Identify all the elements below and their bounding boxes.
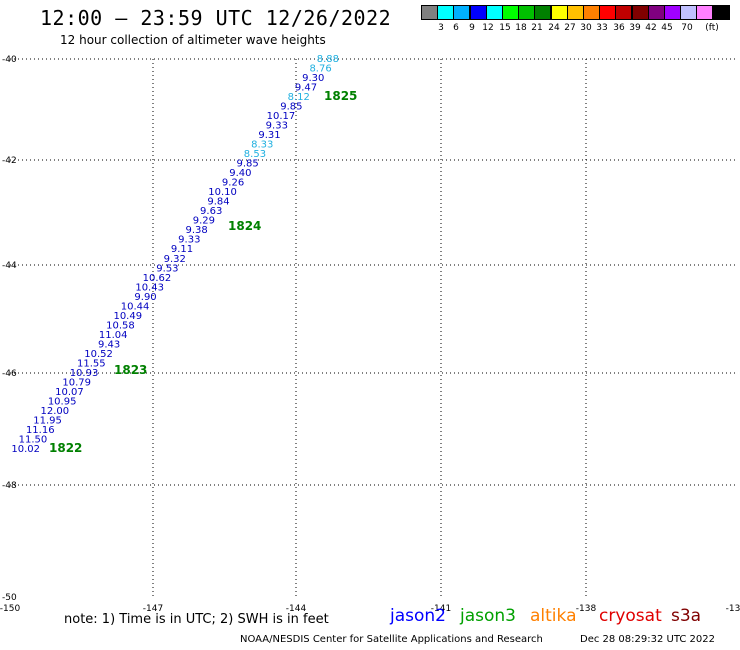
pass-label: 1823 — [114, 363, 147, 377]
axis-tick-labels: -150 -147 -144 -141 -138 -13 -40 -42 -44 -46 -48 -5… — [0, 55, 740, 614]
satellite-s3a: s3a — [671, 606, 702, 626]
wave-height-reading: 10.79 — [62, 377, 91, 388]
wave-height-reading: 8.33 — [251, 140, 273, 151]
longitude-tick: -144 — [286, 604, 307, 614]
legend-label: 9 — [469, 23, 475, 33]
wave-height-reading: 8.53 — [244, 149, 266, 160]
wave-height-reading: 9.40 — [229, 168, 251, 179]
pass-label: 1825 — [324, 89, 357, 103]
legend-label: 45 — [661, 23, 673, 33]
wave-height-reading: 9.90 — [134, 292, 156, 303]
legend-label: 33 — [596, 23, 608, 33]
wave-height-reading: 10.17 — [267, 111, 296, 122]
legend-label: 15 — [499, 23, 511, 33]
legend-label: 24 — [548, 23, 560, 33]
wave-height-reading: 9.29 — [193, 216, 215, 227]
wave-height-reading: 9.31 — [258, 130, 280, 141]
satellite-jason3: jason3 — [460, 606, 516, 626]
wave-height-reading: 10.44 — [121, 301, 150, 312]
wave-height-reading: 11.95 — [33, 415, 62, 426]
wave-height-reading: 9.85 — [280, 102, 302, 113]
pass-labels: 1825 1824 1823 1822 — [49, 89, 357, 455]
latitude-tick: -48 — [2, 481, 17, 491]
longitude-tick: -13 — [726, 604, 740, 614]
legend-label: 70 — [681, 23, 693, 33]
map-subtitle: 12 hour collection of altimeter wave hei… — [60, 33, 326, 47]
legend-label: 12 — [482, 23, 494, 33]
wave-height-reading: 9.30 — [302, 73, 324, 84]
map-title: 12:00 – 23:59 UTC 12/26/2022 — [40, 6, 392, 30]
wave-height-reading: 12.00 — [41, 406, 70, 417]
wave-height-reading: 10.62 — [143, 273, 172, 284]
longitude-tick: -141 — [431, 604, 451, 614]
latitude-tick: -46 — [2, 369, 17, 379]
wave-height-reading: 9.85 — [237, 159, 259, 170]
timestamp: Dec 28 08:29:32 UTC 2022 — [580, 634, 715, 645]
wave-height-reading: 9.43 — [98, 339, 120, 350]
wave-height-reading: 10.02 — [11, 444, 40, 455]
wave-height-reading: 8.12 — [288, 92, 310, 103]
legend-label: 18 — [515, 23, 527, 33]
wave-height-reading: 11.50 — [19, 434, 48, 445]
satellite-jason2: jason2 — [390, 606, 446, 626]
wave-height-reading: 10.43 — [135, 282, 164, 293]
longitude-tick: -147 — [143, 604, 163, 614]
legend-label: 39 — [629, 23, 641, 33]
wave-height-reading: 9.84 — [207, 197, 229, 208]
legend-swatch — [712, 5, 730, 20]
latitude-tick: -42 — [2, 156, 17, 166]
wave-height-reading: 9.53 — [156, 263, 178, 274]
grid-lines — [10, 58, 735, 597]
longitude-tick: -150 — [0, 604, 20, 614]
legend-label: 30 — [580, 23, 592, 33]
legend-label: 27 — [564, 23, 576, 33]
legend-label: 21 — [531, 23, 543, 33]
satellite-cryosat: cryosat — [599, 606, 662, 626]
wave-height-reading: 11.16 — [26, 425, 55, 436]
wave-height-reading: 9.11 — [171, 244, 193, 255]
wave-height-reading: 11.04 — [99, 330, 128, 341]
wave-height-reading: 10.95 — [48, 396, 77, 407]
latitude-tick: -50 — [2, 593, 17, 603]
satellite-altika: altika — [530, 606, 577, 626]
legend-label: 42 — [645, 23, 657, 33]
wave-height-reading: 11.55 — [77, 358, 106, 369]
pass-label: 1824 — [228, 219, 261, 233]
wave-height-reading: 9.32 — [164, 254, 186, 265]
legend-label: (ft) — [705, 23, 719, 33]
wave-height-readings: 8.888.769.309.478.129.8510.179.339.318.3… — [11, 54, 339, 455]
legend-label: 6 — [453, 23, 459, 33]
latitude-tick: -44 — [2, 261, 17, 271]
wave-height-reading: 9.38 — [185, 225, 207, 236]
wave-height-reading: 9.47 — [295, 83, 317, 94]
wave-height-reading: 9.33 — [266, 121, 288, 132]
latitude-tick: -40 — [2, 55, 17, 65]
longitude-tick: -138 — [576, 604, 597, 614]
pass-label: 1822 — [49, 441, 82, 455]
footnote: note: 1) Time is in UTC; 2) SWH is in fe… — [64, 612, 329, 627]
wave-height-reading: 9.33 — [178, 235, 200, 246]
wave-height-reading: 10.58 — [106, 320, 135, 331]
wave-height-reading: 8.76 — [309, 64, 331, 75]
wave-height-reading: 9.63 — [200, 206, 222, 217]
wave-height-reading: 10.49 — [113, 311, 142, 322]
legend-label: 3 — [438, 23, 444, 33]
wave-height-reading: 8.88 — [317, 54, 339, 65]
wave-height-reading: 10.10 — [208, 187, 237, 198]
wave-height-reading: 9.26 — [222, 178, 244, 189]
legend-label: 36 — [613, 23, 625, 33]
wave-height-reading: 10.52 — [84, 349, 113, 360]
wave-height-reading: 10.07 — [55, 387, 84, 398]
credit-line: NOAA/NESDIS Center for Satellite Applica… — [240, 634, 543, 645]
wave-height-reading: 10.93 — [70, 368, 99, 379]
